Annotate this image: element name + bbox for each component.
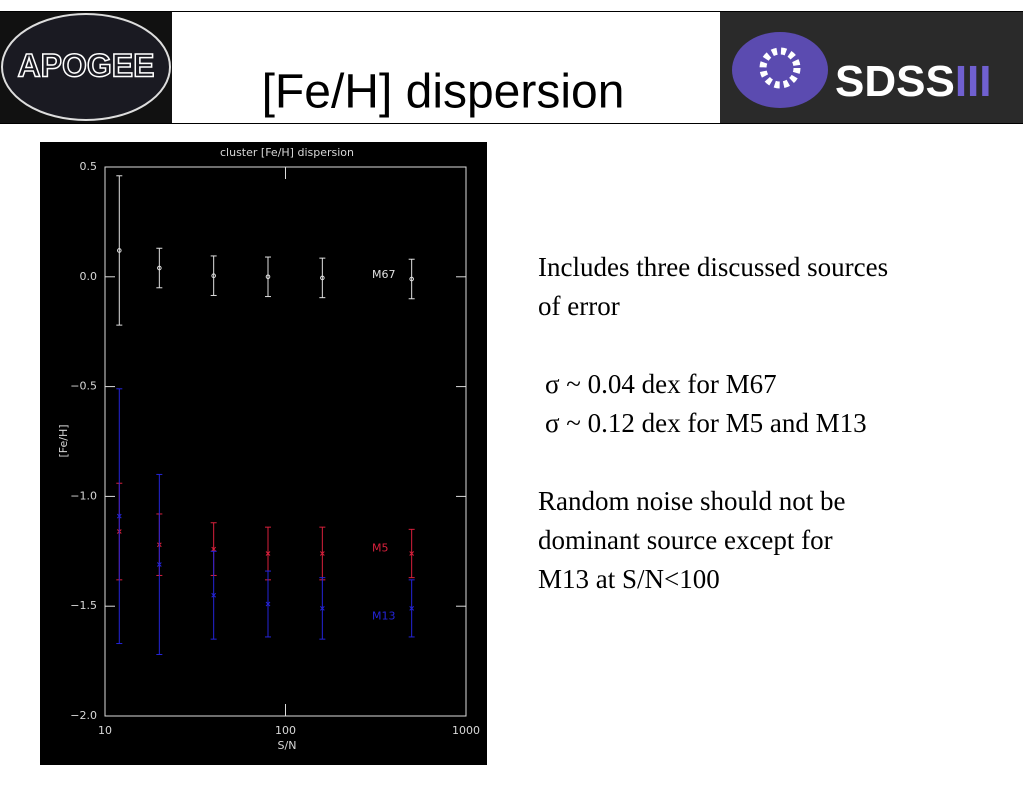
point xyxy=(156,562,162,567)
y-tick-label: −1.0 xyxy=(70,489,97,502)
logo-right-main: SDSS xyxy=(835,57,955,106)
logo-right-suffix: III xyxy=(955,57,992,106)
logo-ellipse xyxy=(1,13,171,121)
body-text: Random noise should not be xyxy=(538,486,845,516)
x-tick-label: 100 xyxy=(275,724,296,737)
chart-background xyxy=(40,142,487,765)
point xyxy=(211,592,217,598)
point xyxy=(319,551,325,556)
y-axis-label: [Fe/H] xyxy=(57,424,70,457)
logo-left-text: APOGEE xyxy=(18,47,155,83)
body-text: dominant source except for xyxy=(538,525,833,555)
x-tick-label: 10 xyxy=(98,724,112,737)
point xyxy=(211,546,217,552)
y-tick-label: −2.0 xyxy=(70,709,97,722)
point xyxy=(320,275,325,281)
y-tick-label: 0.5 xyxy=(80,160,98,173)
slide-title: [Fe/H] dispersion xyxy=(262,66,625,119)
body-text: σ ~ 0.04 dex for M67 xyxy=(545,369,777,399)
point xyxy=(409,276,414,282)
point xyxy=(211,273,216,279)
point xyxy=(116,513,122,519)
point xyxy=(265,274,271,280)
point xyxy=(157,265,162,271)
point xyxy=(265,551,271,556)
chart-title: cluster [Fe/H] dispersion xyxy=(220,146,354,159)
logo-right-text: SDSSIII xyxy=(835,57,992,106)
series-label: M67 xyxy=(372,268,396,281)
series-label: M13 xyxy=(372,609,396,622)
y-tick-label: −1.5 xyxy=(70,599,97,612)
logo-right-emblem xyxy=(732,32,828,108)
y-tick-label: 0.0 xyxy=(80,270,98,283)
point xyxy=(319,606,325,611)
y-tick-label: −0.5 xyxy=(70,380,97,393)
point xyxy=(409,606,415,611)
logo-right-gear xyxy=(759,47,801,89)
body-text: Includes three discussed sources xyxy=(538,252,888,282)
x-tick-label: 1000 xyxy=(452,724,480,737)
series-label: M5 xyxy=(372,541,389,554)
point xyxy=(409,551,415,556)
body-text: M13 at S/N<100 xyxy=(538,564,720,594)
x-axis-label: S/N xyxy=(278,739,297,752)
body-text: of error xyxy=(538,291,620,321)
point xyxy=(265,601,271,607)
point xyxy=(116,248,122,253)
body-text: σ ~ 0.12 dex for M5 and M13 xyxy=(545,408,867,438)
